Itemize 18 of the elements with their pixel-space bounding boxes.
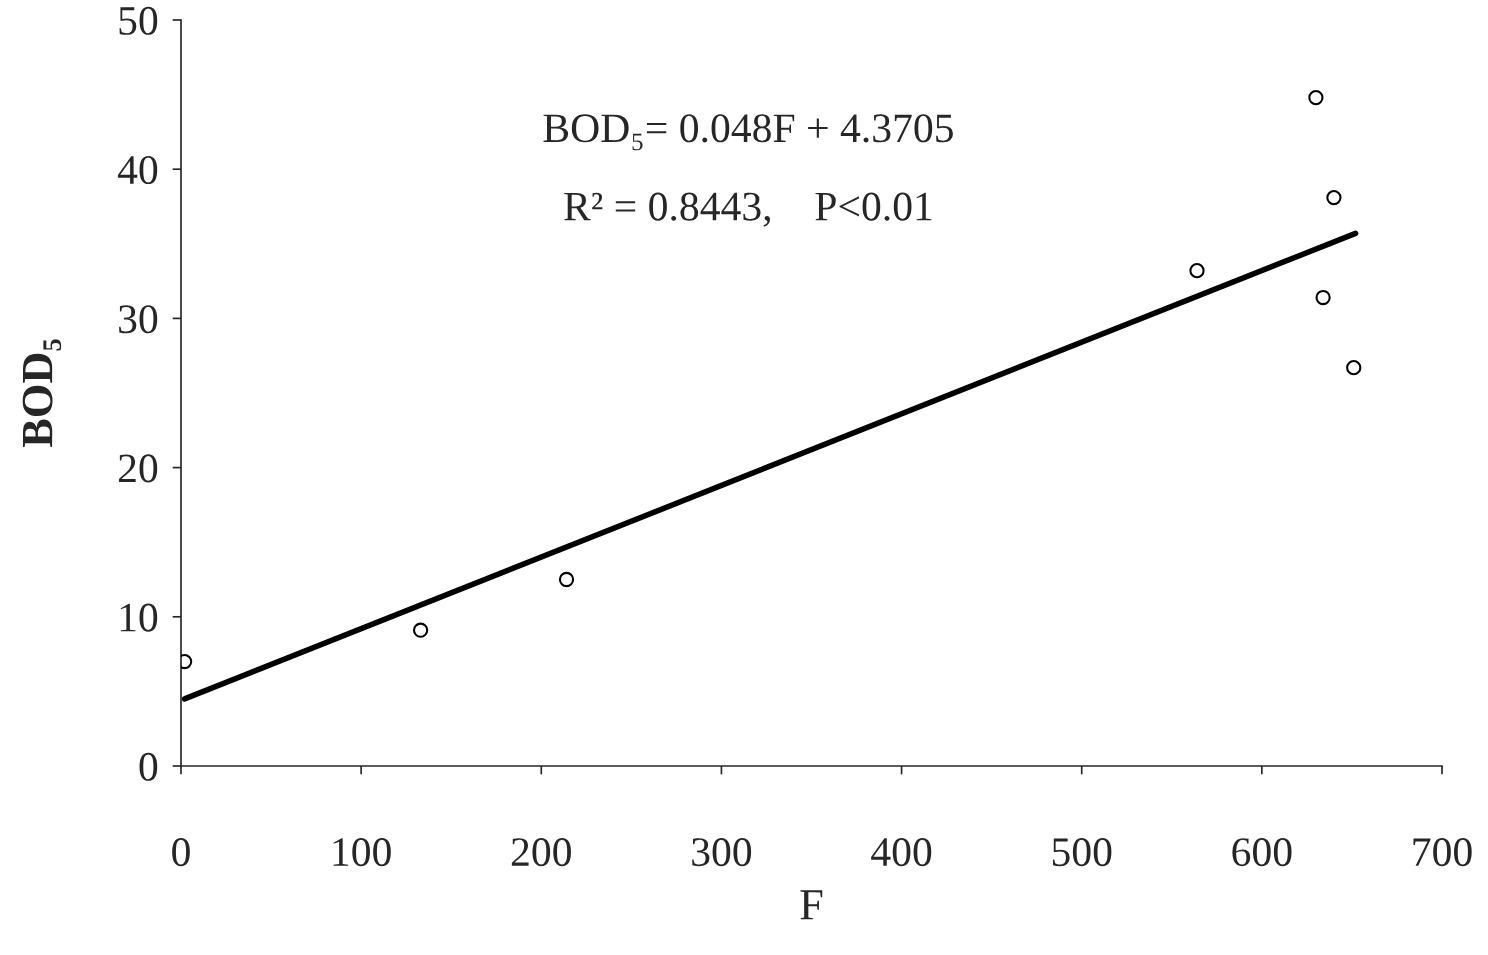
x-tick-label: 100 bbox=[333, 838, 391, 867]
x-axis-title: F bbox=[800, 890, 823, 920]
y-tick-label: 50 bbox=[119, 6, 158, 35]
x-tick-label: 0 bbox=[172, 838, 190, 867]
x-tick-label: 600 bbox=[1232, 838, 1292, 867]
annotation: R² = 0.8443, P<0.01 bbox=[564, 192, 932, 227]
x-tick-label: 700 bbox=[1413, 838, 1472, 867]
x-tick-label: 300 bbox=[692, 838, 752, 867]
y-tick-label: 10 bbox=[120, 603, 158, 632]
x-tick-label: 400 bbox=[871, 838, 932, 867]
y-tick-label: 40 bbox=[117, 155, 158, 185]
x-tick-label: 200 bbox=[511, 838, 571, 867]
annotation: BOD₅= 0.048F + 4.3705 bbox=[543, 114, 953, 151]
x-tick-label: 500 bbox=[1052, 838, 1112, 867]
y-tick-label: 0 bbox=[139, 752, 158, 781]
y-tick-label: 30 bbox=[119, 305, 158, 334]
y-tick-label: 20 bbox=[118, 454, 158, 483]
y-axis-title: BOD₅ bbox=[22, 339, 62, 448]
